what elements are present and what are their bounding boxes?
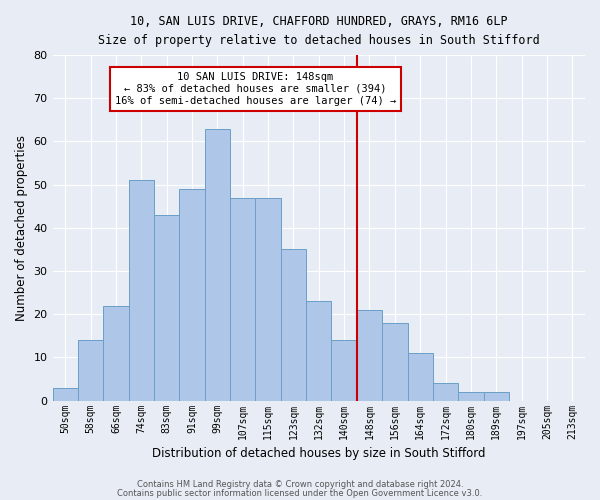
Bar [382,323,407,400]
Bar [128,180,154,400]
Bar [357,310,382,400]
Text: Contains HM Land Registry data © Crown copyright and database right 2024.: Contains HM Land Registry data © Crown c… [137,480,463,489]
Bar [433,384,458,400]
Bar [179,189,205,400]
Bar [306,302,331,400]
Bar [154,215,179,400]
Bar [53,388,78,400]
Bar [281,250,306,400]
Bar [103,306,128,400]
Bar [230,198,256,400]
Bar [205,128,230,400]
Title: 10, SAN LUIS DRIVE, CHAFFORD HUNDRED, GRAYS, RM16 6LP
Size of property relative : 10, SAN LUIS DRIVE, CHAFFORD HUNDRED, GR… [98,15,539,47]
Bar [484,392,509,400]
Bar [331,340,357,400]
X-axis label: Distribution of detached houses by size in South Stifford: Distribution of detached houses by size … [152,447,485,460]
Text: 10 SAN LUIS DRIVE: 148sqm
← 83% of detached houses are smaller (394)
16% of semi: 10 SAN LUIS DRIVE: 148sqm ← 83% of detac… [115,72,396,106]
Y-axis label: Number of detached properties: Number of detached properties [15,135,28,321]
Bar [458,392,484,400]
Text: Contains public sector information licensed under the Open Government Licence v3: Contains public sector information licen… [118,490,482,498]
Bar [256,198,281,400]
Bar [78,340,103,400]
Bar [407,353,433,401]
